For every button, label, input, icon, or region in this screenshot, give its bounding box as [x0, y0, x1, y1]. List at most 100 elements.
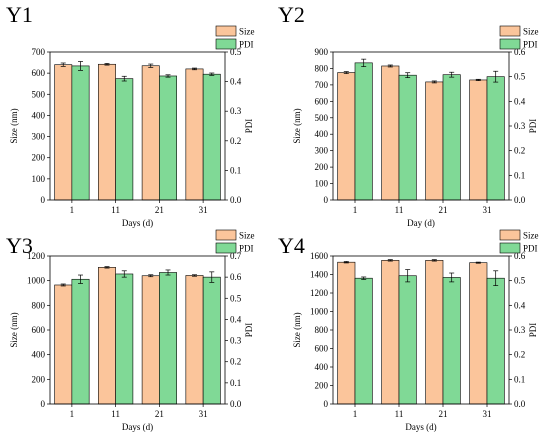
legend: Size PDI	[499, 229, 539, 254]
bar-size-day-11	[381, 65, 400, 201]
error-bar-size-day-11	[387, 259, 393, 262]
bar-size-day-21	[425, 260, 444, 405]
y-tick-label: 1400	[310, 270, 329, 280]
bar-pdi-day-11	[398, 275, 417, 405]
y-tick-label: 1000	[310, 307, 329, 317]
y2-tick-label: 0.0	[514, 399, 526, 409]
x-tick-label: 31	[199, 205, 208, 215]
bar-pdi-day-11	[115, 78, 134, 201]
legend: Size PDI	[499, 25, 539, 50]
y-tick-label: 0	[41, 399, 46, 409]
error-bar-pdi-day-31	[493, 70, 499, 83]
y-tick-label: 700	[315, 80, 329, 90]
bar-pdi-day-31	[486, 76, 505, 201]
y2-tick-label: 0.3	[514, 325, 526, 335]
y-tick-label: 0	[324, 399, 329, 409]
error-bar-pdi-day-11	[405, 269, 411, 283]
y-tick-label: 1600	[310, 251, 329, 261]
y2-tick-label: 0.2	[230, 136, 241, 146]
bar-pdi-day-1	[71, 278, 90, 405]
legend-label-size: Size	[523, 231, 539, 241]
bar-pdi-day-1	[354, 62, 373, 201]
error-bar-pdi-day-31	[209, 72, 215, 76]
panel-title: Y2	[278, 2, 305, 27]
y2-tick-label: 0.6	[514, 47, 526, 57]
bar-pdi-day-11	[398, 74, 417, 201]
y-tick-label: 0	[324, 195, 329, 205]
legend-swatch-size	[499, 229, 521, 241]
y2-tick-label: 0.1	[230, 165, 241, 175]
bar-size-day-11	[98, 267, 116, 405]
y-tick-label: 200	[32, 153, 46, 163]
legend: Size PDI	[215, 25, 255, 50]
x-tick-label: 1	[353, 205, 358, 215]
y2-tick-label: 0.3	[514, 121, 526, 131]
y2-tick-label: 0.4	[230, 77, 242, 87]
legend-swatch-pdi	[499, 242, 521, 254]
legend-label-pdi: PDI	[239, 244, 254, 254]
chart-panel-y2: Y2 0 100 200 300 400 500 600 700 800 900 0.0 0.1 0.2 0…	[278, 2, 539, 228]
y2-tick-label: 0.1	[230, 378, 241, 388]
error-bar-size-day-1	[343, 71, 349, 74]
chart-panel-y4: Y4 0 200 400 600 800 1000 1200 1400 1600 0.0 0.1 0.2…	[278, 229, 539, 432]
panel-title: Y3	[6, 233, 33, 258]
error-bar-size-day-11	[387, 64, 393, 68]
error-bar-pdi-day-1	[361, 276, 367, 280]
y-tick-label: 600	[32, 325, 46, 335]
bar-size-day-31	[469, 262, 488, 405]
chart-panel-y1: Y1 0 100 200 300 400 500 600 700 0.0 0.1 0.2 0.3 0.4 0…	[6, 2, 255, 228]
y2-tick-label: 0.5	[230, 293, 242, 303]
x-tick-label: 31	[199, 409, 208, 419]
bar-size-day-21	[425, 81, 444, 201]
y-tick-label: 600	[32, 68, 46, 78]
error-bar-pdi-day-21	[449, 272, 455, 283]
error-bar-pdi-day-21	[165, 269, 171, 276]
y-tick-label: 800	[315, 325, 329, 335]
bar-size-day-1	[54, 64, 73, 201]
bar-pdi-day-11	[115, 273, 134, 405]
y-tick-label: 900	[315, 47, 329, 57]
legend-label-pdi: PDI	[239, 40, 254, 50]
x-axis-label: Days (d)	[405, 422, 436, 432]
y-tick-label: 1200	[310, 288, 329, 298]
y2-tick-label: 0.5	[514, 72, 526, 82]
y-axis-label: Size (nm)	[9, 312, 19, 347]
y-axis-label: Size (nm)	[292, 312, 302, 347]
error-bar-size-day-31	[191, 274, 197, 277]
bar-size-day-1	[337, 261, 356, 405]
error-bar-pdi-day-1	[361, 58, 367, 67]
bar-size-day-11	[381, 260, 400, 405]
y2-tick-label: 0.0	[514, 195, 526, 205]
y2-tick-label: 0.7	[230, 251, 242, 261]
error-bar-size-day-1	[60, 283, 66, 287]
bar-pdi-day-21	[442, 74, 461, 201]
x-tick-label: 11	[395, 409, 404, 419]
bar-pdi-day-31	[202, 73, 221, 201]
x-tick-label: 11	[111, 205, 120, 215]
legend-swatch-size	[215, 229, 237, 241]
error-bar-pdi-day-11	[121, 75, 127, 82]
bar-size-day-11	[98, 63, 116, 201]
bar-size-day-31	[185, 275, 204, 405]
y2-axis-label: PDI	[528, 323, 538, 338]
error-bar-size-day-1	[60, 62, 66, 67]
error-bar-size-day-31	[475, 78, 481, 81]
bar-size-day-31	[185, 68, 204, 201]
y2-tick-label: 0.2	[230, 357, 241, 367]
x-tick-label: 1	[70, 409, 75, 419]
x-tick-label: 31	[483, 205, 492, 215]
y2-tick-label: 0.3	[230, 106, 242, 116]
error-bar-size-day-21	[148, 274, 154, 278]
x-axis-label: Days (d)	[122, 218, 153, 228]
bar-pdi-day-21	[442, 277, 461, 405]
y-tick-label: 500	[315, 113, 329, 123]
y-tick-label: 400	[32, 350, 46, 360]
legend-label-size: Size	[239, 231, 255, 241]
y-tick-label: 100	[32, 174, 46, 184]
y-tick-label: 1200	[27, 251, 46, 261]
y-tick-label: 300	[315, 146, 329, 156]
y2-tick-label: 0.1	[514, 374, 525, 384]
bar-size-day-1	[337, 72, 356, 201]
y-tick-label: 600	[315, 344, 329, 354]
